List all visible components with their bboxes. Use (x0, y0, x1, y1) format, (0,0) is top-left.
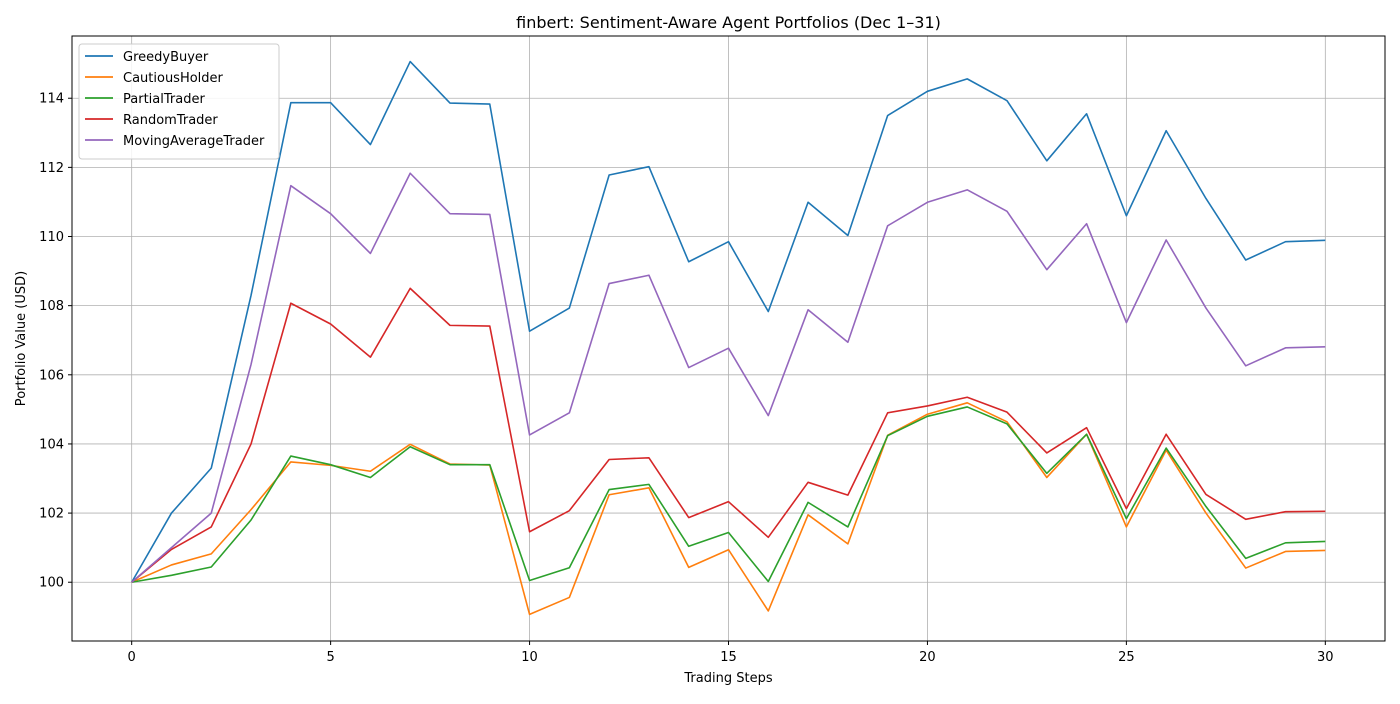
legend-label: PartialTrader (123, 92, 205, 107)
legend-box (78, 43, 280, 160)
x-tick-label: 30 (1317, 650, 1334, 665)
y-tick-label: 100 (39, 576, 64, 591)
axis-ticks: 0 5 10 15 20 25 30 100 102 104 106 108 110 112 114 (39, 92, 1333, 665)
x-tick-label: 10 (521, 650, 538, 665)
x-axis-label: Trading Steps (683, 671, 772, 686)
x-tick-label: 25 (1118, 650, 1135, 665)
legend-label: MovingAverageTrader (123, 134, 265, 149)
y-axis-label: Portfolio Value (USD) (14, 271, 29, 406)
series-line-randomtrader (131, 287, 1326, 583)
x-tick-label: 20 (919, 650, 936, 665)
y-tick-label: 108 (39, 299, 64, 314)
legend: GreedyBuyer CautiousHolder PartialTrader Ra… (78, 43, 280, 160)
series-line-partialtrader (131, 406, 1326, 584)
y-tick-label: 106 (39, 368, 64, 383)
x-tick-label: 5 (326, 650, 334, 665)
legend-label: GreedyBuyer (123, 50, 209, 65)
legend-label: CautiousHolder (123, 71, 224, 86)
series-line-greedybuyer (130, 60, 1326, 583)
x-tick-label: 0 (128, 650, 136, 665)
y-tick-label: 104 (39, 437, 64, 452)
y-tick-label: 102 (39, 507, 64, 522)
y-tick-label: 112 (39, 161, 64, 176)
y-tick-label: 110 (39, 230, 64, 245)
x-tick-label: 15 (720, 650, 737, 665)
chart-title: finbert: Sentiment-Aware Agent Portfolio… (516, 13, 941, 32)
legend-label: RandomTrader (123, 113, 218, 128)
series-line-movingaveragetrader (131, 172, 1326, 583)
y-tick-label: 114 (39, 92, 64, 107)
grid-lines (72, 36, 1385, 641)
series-lines (130, 60, 1326, 616)
